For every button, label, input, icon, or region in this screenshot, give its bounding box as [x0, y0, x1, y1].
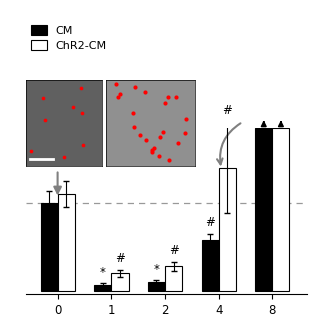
Point [166, 95, 171, 100]
Point [130, 110, 135, 116]
Point [143, 137, 148, 142]
Bar [219, 168, 236, 291]
Point [115, 94, 120, 99]
Point [176, 141, 181, 146]
Point [150, 149, 155, 154]
Point [131, 124, 136, 129]
Text: #: # [115, 252, 125, 265]
Bar [111, 273, 129, 291]
Text: #: # [205, 216, 215, 229]
Point [80, 143, 85, 148]
Text: #: # [222, 104, 232, 117]
Point [71, 105, 76, 110]
Point [132, 84, 138, 90]
Text: *: * [100, 266, 106, 278]
Point [161, 129, 166, 134]
Point [151, 145, 156, 150]
Point [79, 85, 84, 90]
Point [113, 81, 118, 86]
Bar [148, 282, 165, 291]
Point [166, 157, 172, 163]
Point [61, 155, 67, 160]
Point [158, 135, 163, 140]
Bar [165, 266, 182, 291]
Point [183, 117, 188, 122]
Point [163, 100, 168, 105]
Point [43, 117, 48, 123]
Bar [94, 285, 111, 291]
Point [182, 130, 188, 135]
Bar [58, 194, 75, 291]
Point [28, 149, 33, 154]
Legend: CM, ChR2-CM: CM, ChR2-CM [31, 25, 107, 51]
Bar [41, 203, 58, 291]
Point [41, 96, 46, 101]
Bar [255, 128, 272, 291]
Point [79, 110, 84, 115]
Bar [272, 128, 290, 291]
Point [156, 154, 162, 159]
Text: #: # [169, 244, 179, 257]
Point [173, 95, 179, 100]
Text: *: * [154, 263, 159, 276]
Point [137, 133, 142, 138]
Bar [202, 240, 219, 291]
Point [149, 148, 154, 153]
Point [142, 90, 148, 95]
Point [118, 92, 123, 97]
